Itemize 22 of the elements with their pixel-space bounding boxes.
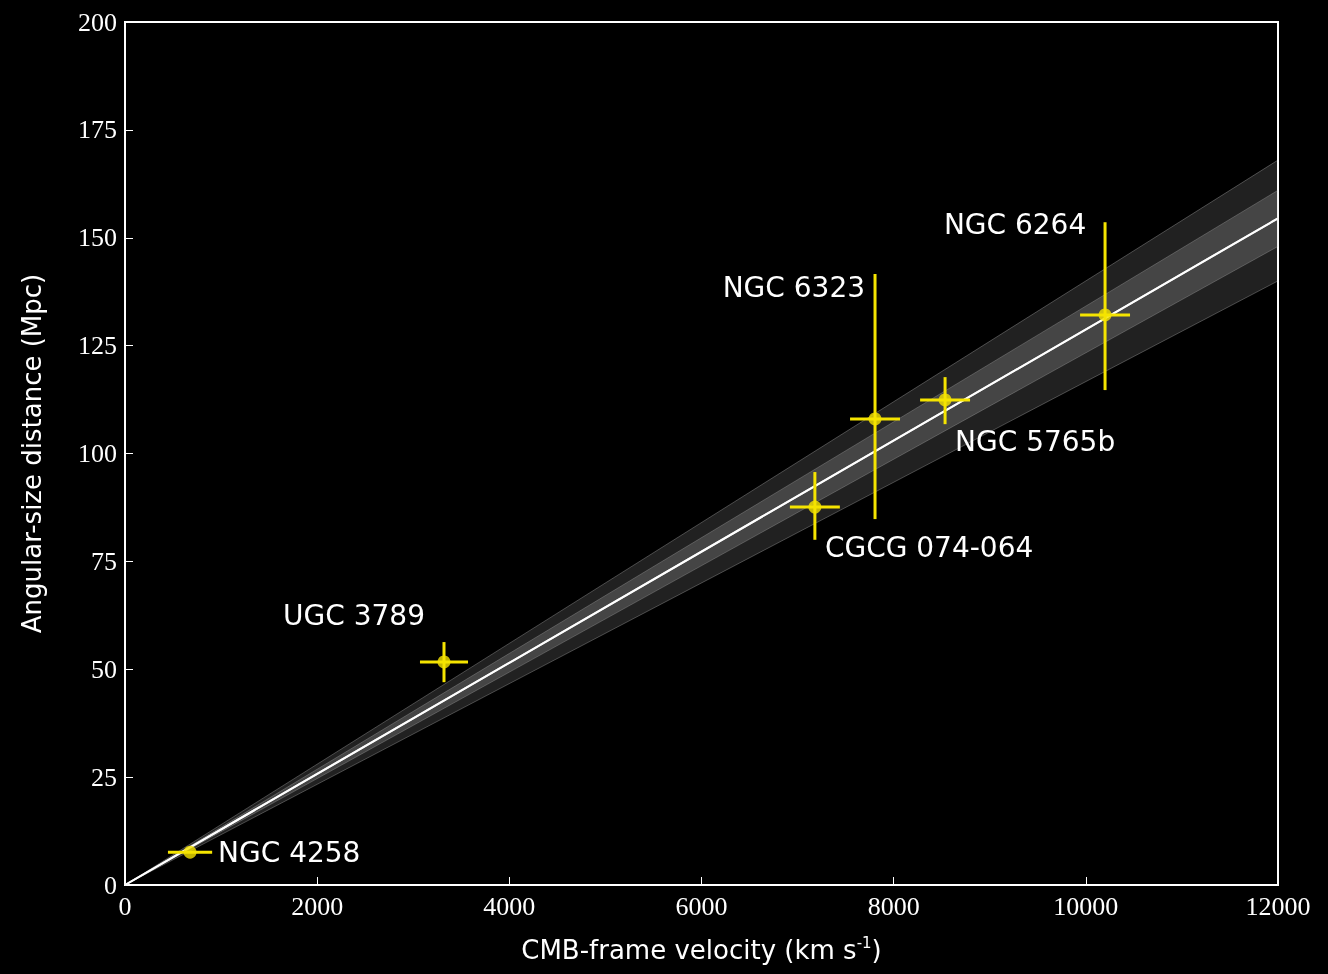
y-tick-label: 75 xyxy=(91,546,117,576)
x-tick-label: 12000 xyxy=(1245,891,1311,921)
y-tick-label: 150 xyxy=(78,223,117,253)
y-tick-label: 100 xyxy=(78,439,117,468)
x-tick-label: 8000 xyxy=(867,891,920,921)
y-tick-label: 200 xyxy=(78,7,117,37)
annotation: UGC 3789 xyxy=(283,599,425,633)
x-tick-label: 10000 xyxy=(1053,891,1119,921)
annotation: NGC 6264 xyxy=(943,208,1087,242)
y-tick-label: 175 xyxy=(78,115,117,145)
annotation: CGCG 074-064 xyxy=(824,530,1034,564)
x-tick-label: 2000 xyxy=(291,891,344,921)
y-tick-label: 25 xyxy=(91,762,117,792)
x-tick-label: 4000 xyxy=(483,891,536,921)
annotation: NGC 5765b xyxy=(955,425,1116,459)
y-axis-title: Angular-size distance (Mpc) xyxy=(17,273,47,634)
annotation: NGC 6323 xyxy=(722,271,866,305)
y-tick-label: 50 xyxy=(91,654,117,684)
x-tick-label: 6000 xyxy=(675,891,728,921)
y-tick-label: 0 xyxy=(104,870,117,900)
y-tick-label: 125 xyxy=(78,331,117,361)
annotation: NGC 4258 xyxy=(218,835,361,869)
